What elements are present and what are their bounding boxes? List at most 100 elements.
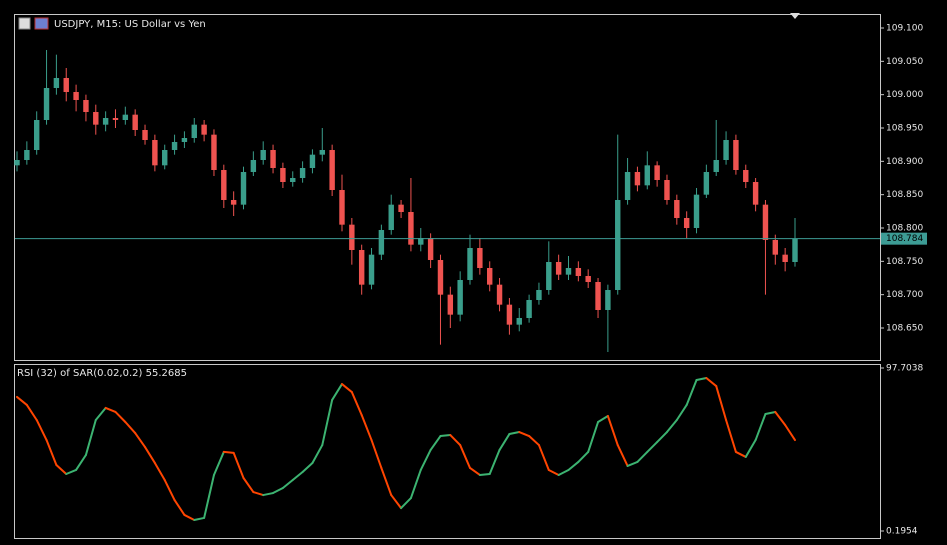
candle-body <box>752 182 759 205</box>
candle-body <box>605 290 611 310</box>
candle-body <box>506 304 513 325</box>
candle-body <box>733 140 739 170</box>
candle-body <box>299 168 306 178</box>
indicator-title: RSI (32) of SAR(0.02,0.2) 55.2685 <box>17 368 187 379</box>
indicator-segment <box>242 477 255 494</box>
indicator-segment <box>754 412 767 442</box>
indicator-segment <box>124 421 137 435</box>
indicator-segment <box>626 460 639 467</box>
candle-body <box>634 172 641 186</box>
indicator-segment <box>764 410 777 415</box>
candle-body <box>674 200 680 218</box>
y-tick-label: 0.1954 <box>886 527 918 537</box>
candle-body <box>467 248 473 280</box>
indicator-segment <box>193 516 206 521</box>
candle-body <box>526 300 532 318</box>
indicator-segment <box>636 450 649 463</box>
indicator-segment <box>665 418 678 434</box>
indicator-segment <box>203 473 215 519</box>
candle-body <box>290 178 296 182</box>
candle-body <box>536 290 542 300</box>
candle-body <box>33 120 40 150</box>
candle-body <box>368 254 375 285</box>
candle-body <box>496 284 503 305</box>
indicator-segment <box>616 444 629 467</box>
indicator-segment <box>725 418 737 453</box>
indicator-segment <box>685 379 698 406</box>
indicator-segment <box>153 461 166 482</box>
shift-marker[interactable] <box>790 13 800 19</box>
candle-body <box>693 194 700 228</box>
last-price-label: 108.784 <box>886 234 923 244</box>
candle-body <box>329 150 335 190</box>
candle-body <box>63 78 69 92</box>
indicator-segment <box>291 470 304 482</box>
indicator-segment <box>75 453 87 471</box>
candle-body <box>53 78 60 88</box>
indicator-segment <box>557 468 570 476</box>
indicator-segment <box>390 494 403 510</box>
indicator-segment <box>380 466 393 497</box>
candle-body <box>309 154 316 168</box>
candle-body <box>250 160 257 172</box>
indicator-segment <box>784 424 796 442</box>
candle-body <box>437 260 444 295</box>
candle-body <box>595 282 601 310</box>
candle-body <box>181 138 188 142</box>
indicator-segment <box>45 439 58 466</box>
candle-body <box>319 150 325 155</box>
indicator-segment <box>232 451 245 480</box>
candle-body <box>555 262 562 275</box>
candle-body <box>83 100 89 112</box>
candle-body <box>565 268 572 275</box>
candle-body <box>683 218 690 228</box>
symbol-icon[interactable] <box>18 17 31 30</box>
indicator-segment <box>281 479 294 490</box>
candle-body <box>102 118 109 125</box>
candle-body <box>388 204 394 230</box>
indicator-segment <box>84 418 97 456</box>
indicator-segment <box>370 439 383 469</box>
indicator-segment <box>597 414 609 424</box>
indicator-segment <box>537 444 550 471</box>
candle-body <box>654 165 660 180</box>
indicator-segment <box>163 479 176 502</box>
candle-body <box>201 124 207 135</box>
candle-body <box>14 160 20 166</box>
indicator-segment <box>340 383 353 394</box>
indicator-segment <box>488 448 501 475</box>
candle-body <box>260 150 266 160</box>
candle-body <box>447 294 454 315</box>
indicator-segment <box>360 413 373 442</box>
indicator-segment <box>65 468 78 475</box>
candle-body <box>644 165 650 186</box>
candle-body <box>546 262 552 290</box>
candle-body <box>240 172 247 205</box>
indicator-segment <box>25 403 38 421</box>
indicator-segment <box>508 431 521 436</box>
candle-body <box>171 142 178 150</box>
candle-body <box>713 160 719 172</box>
candle-body <box>122 114 129 120</box>
indicator-segment <box>94 406 107 421</box>
candle-body <box>230 200 237 205</box>
indicator-segment <box>606 414 619 447</box>
indicator-segment <box>587 421 600 453</box>
y-tick-label: 108.900 <box>886 157 923 167</box>
candle-body <box>152 140 158 166</box>
candle-body <box>418 238 424 245</box>
candle-body <box>132 114 138 130</box>
y-tick-label: 108.750 <box>886 257 923 267</box>
flag-icon[interactable] <box>34 17 49 30</box>
candle-body <box>24 150 30 160</box>
indicator-segment <box>734 450 747 458</box>
candle-body <box>358 250 365 285</box>
candle-body <box>487 268 493 285</box>
indicator-segment <box>16 395 28 406</box>
candle-body <box>477 248 483 268</box>
indicator-segment <box>744 439 757 458</box>
indicator-segment <box>439 434 452 438</box>
y-tick-label: 108.650 <box>886 324 923 334</box>
candle-body <box>211 134 217 170</box>
